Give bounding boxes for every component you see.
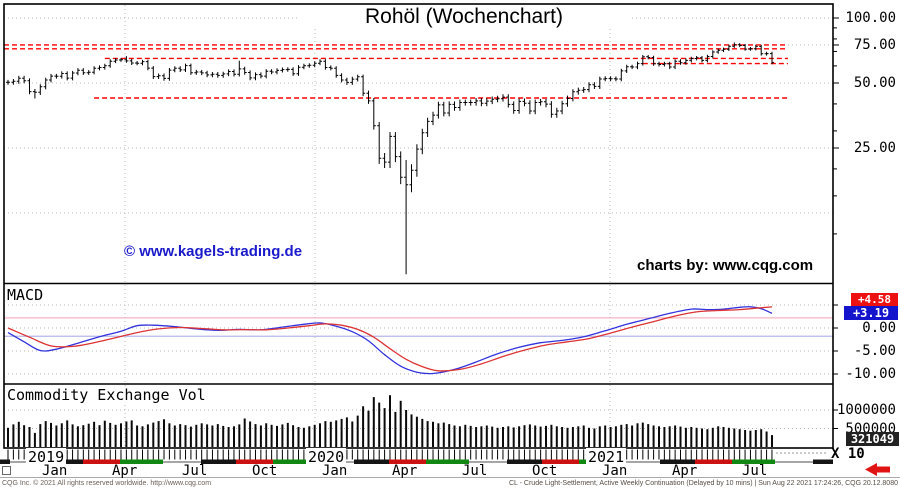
timeline-checkbox[interactable] [2,466,11,475]
chart-plot-area[interactable] [4,4,833,448]
price-axis[interactable] [833,4,900,448]
left-arrow-icon [865,463,890,476]
timeline-scrollbar[interactable] [12,448,833,466]
scroll-left-button[interactable] [863,461,893,478]
